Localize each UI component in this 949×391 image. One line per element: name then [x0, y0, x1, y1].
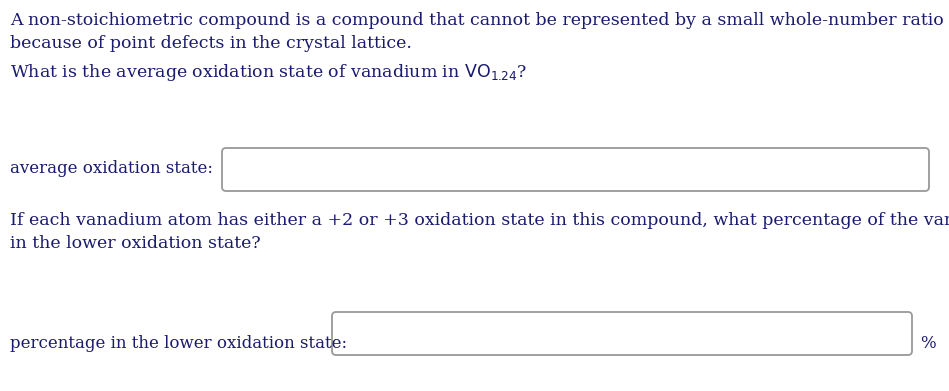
Text: What is the average oxidation state of vanadium in $\mathrm{VO_{1.24}}$?: What is the average oxidation state of v… [10, 62, 528, 83]
Text: If each vanadium atom has either a +2 or +3 oxidation state in this compound, wh: If each vanadium atom has either a +2 or… [10, 212, 949, 229]
FancyBboxPatch shape [332, 312, 912, 355]
Text: in the lower oxidation state?: in the lower oxidation state? [10, 235, 261, 252]
Text: A non-stoichiometric compound is a compound that cannot be represented by a smal: A non-stoichiometric compound is a compo… [10, 12, 949, 29]
Text: average oxidation state:: average oxidation state: [10, 160, 213, 177]
Text: because of point defects in the crystal lattice.: because of point defects in the crystal … [10, 35, 412, 52]
Text: %: % [920, 335, 936, 352]
FancyBboxPatch shape [222, 148, 929, 191]
Text: percentage in the lower oxidation state:: percentage in the lower oxidation state: [10, 335, 347, 352]
